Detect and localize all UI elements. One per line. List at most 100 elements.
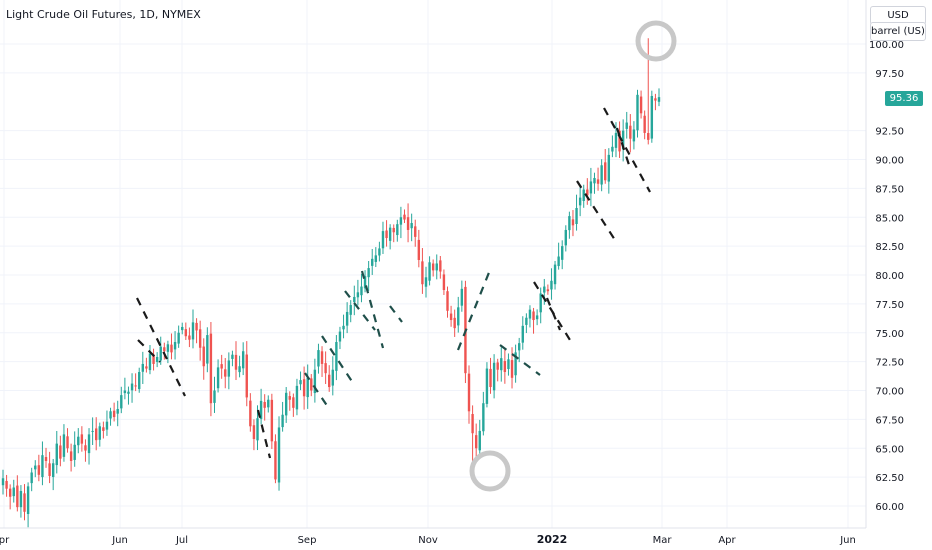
candle-body xyxy=(148,353,152,371)
unit-label[interactable]: barrel (US) xyxy=(870,22,926,41)
candle-body xyxy=(618,130,621,152)
candle-body xyxy=(59,445,62,459)
price-axis[interactable]: 60.00 62.50 65.00 67.50 70.00 72.50 75.00 77.50… xyxy=(869,40,904,513)
candle-body xyxy=(535,315,539,320)
candle-body xyxy=(34,465,37,470)
candle-body xyxy=(543,286,546,293)
candle-body xyxy=(657,97,661,102)
candle-body xyxy=(267,399,270,408)
y-tick-label: 62.50 xyxy=(875,473,904,484)
candle xyxy=(23,484,26,521)
candle-body xyxy=(98,426,101,440)
candle-body xyxy=(568,216,571,231)
candle-body xyxy=(636,94,639,131)
candle-body xyxy=(629,125,632,139)
candle-body xyxy=(44,457,48,461)
candle xyxy=(586,178,589,205)
candle-body xyxy=(525,317,528,325)
candle-body xyxy=(292,397,295,408)
candle xyxy=(521,316,524,350)
candle xyxy=(442,269,446,296)
candle xyxy=(73,431,76,467)
candle xyxy=(611,135,614,158)
candle-body xyxy=(557,256,560,267)
candle-body xyxy=(421,261,424,285)
candle-body xyxy=(532,311,535,321)
candle-body xyxy=(417,239,421,260)
candle-body xyxy=(95,428,98,441)
x-tick-label: Apr xyxy=(718,535,736,546)
candle-body xyxy=(467,373,471,412)
candle-body xyxy=(349,305,352,315)
candle-body xyxy=(216,367,220,389)
candle xyxy=(446,286,449,318)
candle-body xyxy=(302,379,306,397)
candle-body xyxy=(252,425,256,440)
candle xyxy=(424,266,428,298)
candle-body xyxy=(91,430,94,432)
candle xyxy=(34,460,37,478)
candle xyxy=(12,479,15,503)
candle-body xyxy=(145,366,148,369)
candle-body xyxy=(561,246,564,260)
candle xyxy=(44,447,48,468)
candle xyxy=(213,376,216,413)
candle xyxy=(62,424,66,462)
trend-dash xyxy=(360,270,385,349)
candle xyxy=(241,342,245,376)
candle xyxy=(224,358,227,389)
highlight-circle-bottom xyxy=(469,450,511,492)
trend-dash xyxy=(256,409,272,459)
x-tick-label: pr xyxy=(0,535,10,546)
candle xyxy=(77,428,80,454)
candle-body xyxy=(589,181,593,194)
candle-body xyxy=(120,395,123,409)
candle-body xyxy=(503,361,507,373)
candle-body xyxy=(324,363,327,374)
candle xyxy=(406,203,410,243)
candle-body xyxy=(632,129,636,142)
candle-body xyxy=(596,179,600,184)
candle xyxy=(256,405,259,451)
candle xyxy=(198,320,202,361)
candle xyxy=(539,287,542,324)
candle-body xyxy=(220,364,223,369)
candle-body xyxy=(191,322,195,340)
candle xyxy=(19,485,23,518)
trend-dash xyxy=(545,297,562,331)
candle xyxy=(385,220,388,247)
candle-body xyxy=(593,177,596,184)
candle-body xyxy=(625,122,628,129)
candle xyxy=(435,254,438,280)
candle-body xyxy=(213,390,216,403)
candle xyxy=(91,417,94,446)
candle-body xyxy=(428,262,431,281)
candle xyxy=(188,327,191,348)
candle-body xyxy=(460,288,464,306)
candle-body xyxy=(446,291,449,311)
y-tick-label: 85.00 xyxy=(875,213,904,224)
candle-body xyxy=(500,358,503,371)
candle xyxy=(98,422,101,447)
candle xyxy=(177,325,180,348)
candle-body xyxy=(367,268,370,278)
chart-title: Light Crude Oil Futures, 1D, NYMEX xyxy=(6,8,201,21)
time-axis[interactable]: pr Jun Jul Sep Nov 2022 Mar Apr Jun xyxy=(0,533,856,546)
candle-body xyxy=(614,132,618,148)
candle-body xyxy=(431,263,435,271)
candle xyxy=(252,419,256,451)
candle xyxy=(148,344,152,375)
candle xyxy=(238,355,241,378)
y-tick-label: 72.50 xyxy=(875,358,904,369)
candle xyxy=(328,365,331,392)
candle-body xyxy=(1,478,5,486)
candle xyxy=(302,366,306,410)
candle-body xyxy=(378,248,381,256)
x-tick-label: Jun xyxy=(111,535,128,546)
candle xyxy=(112,402,116,422)
candle xyxy=(342,314,345,339)
candle-body xyxy=(396,224,399,236)
candle xyxy=(284,387,288,423)
candle-body xyxy=(26,486,30,515)
